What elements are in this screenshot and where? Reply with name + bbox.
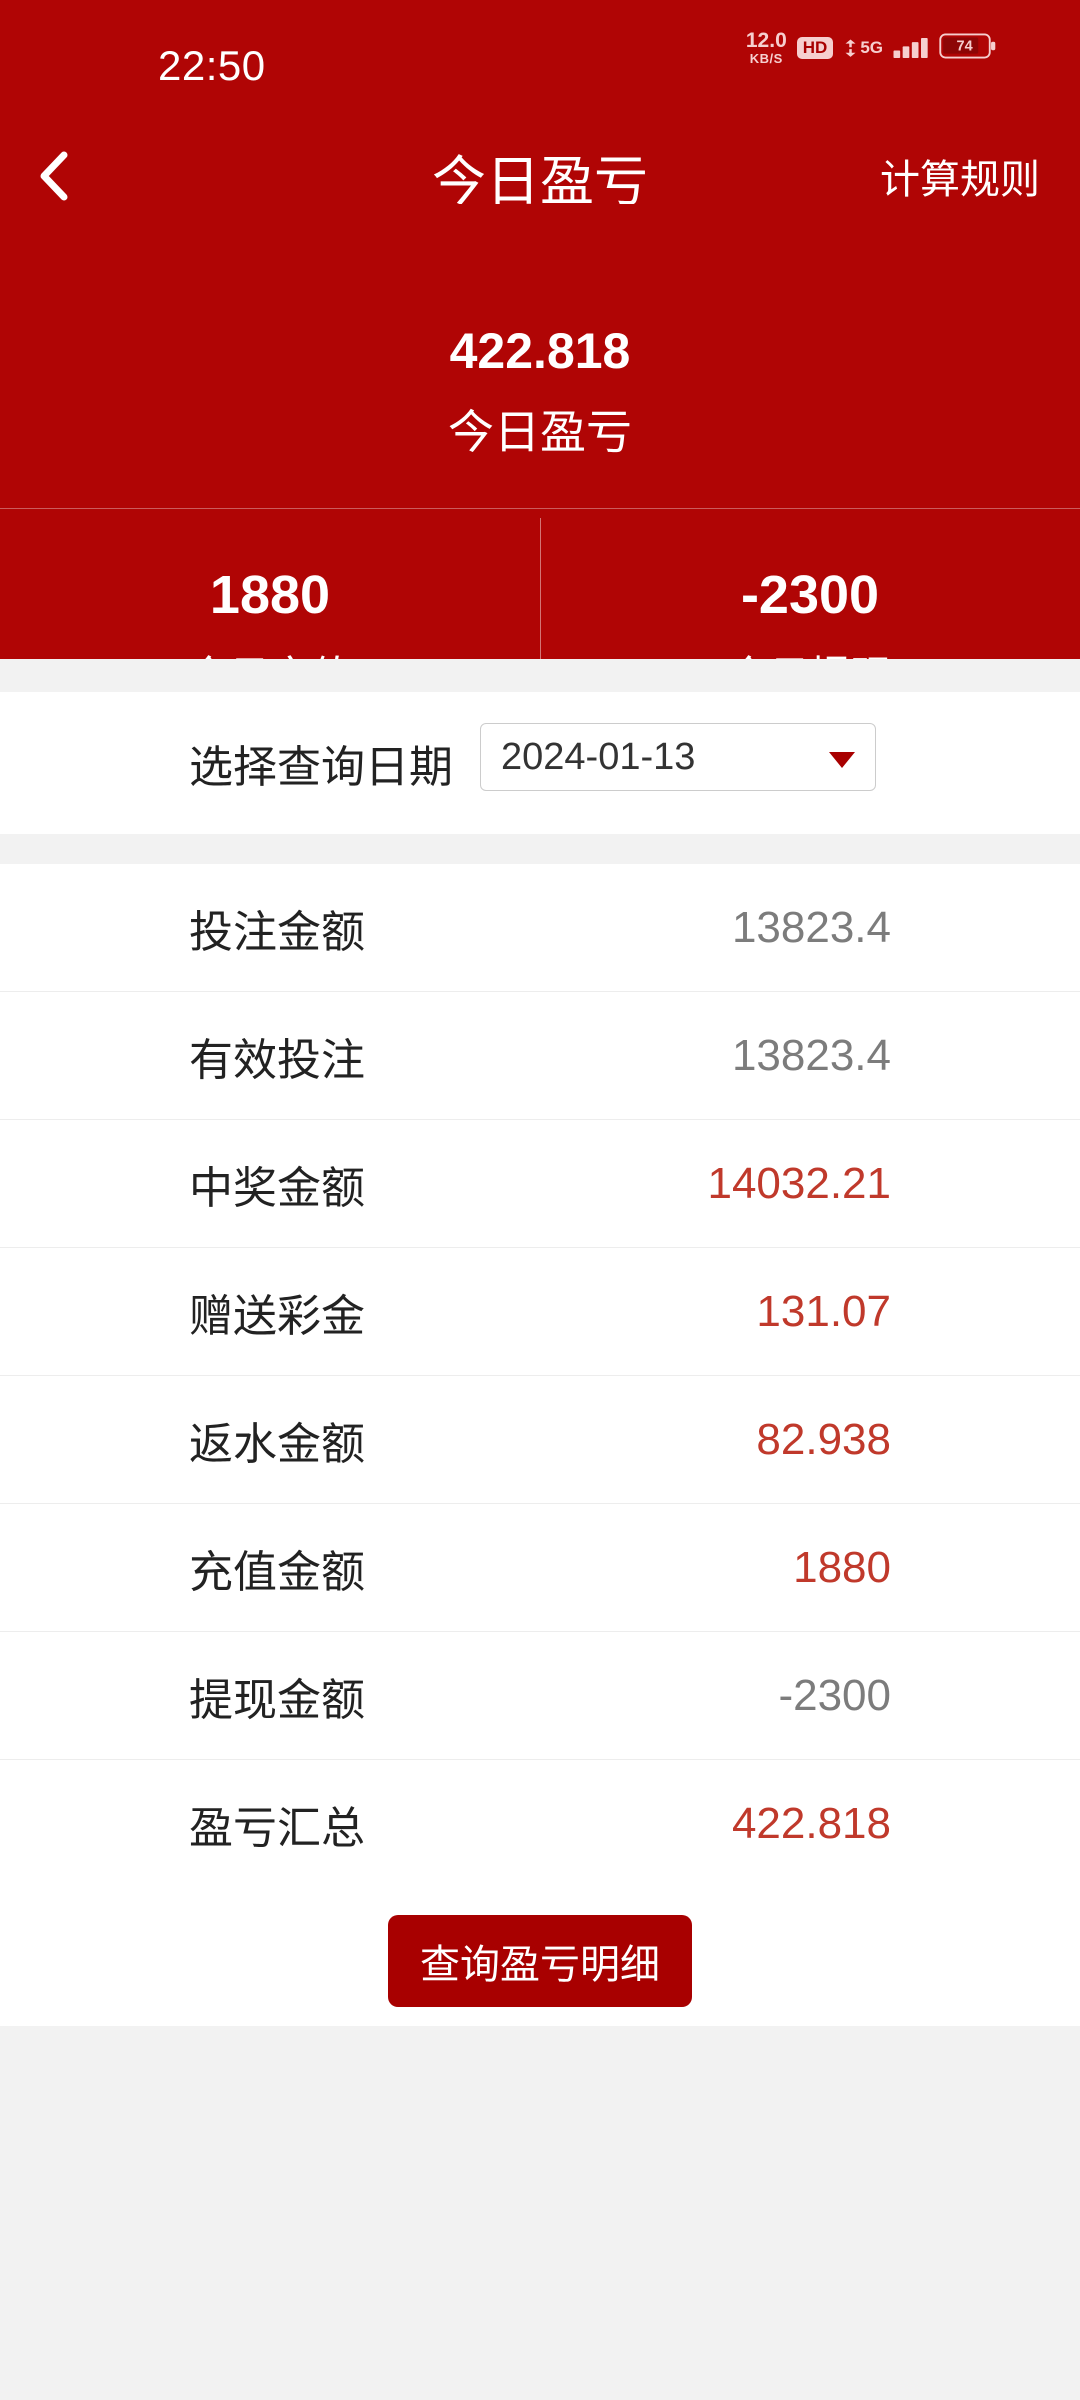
svg-text:74: 74 <box>957 38 973 54</box>
